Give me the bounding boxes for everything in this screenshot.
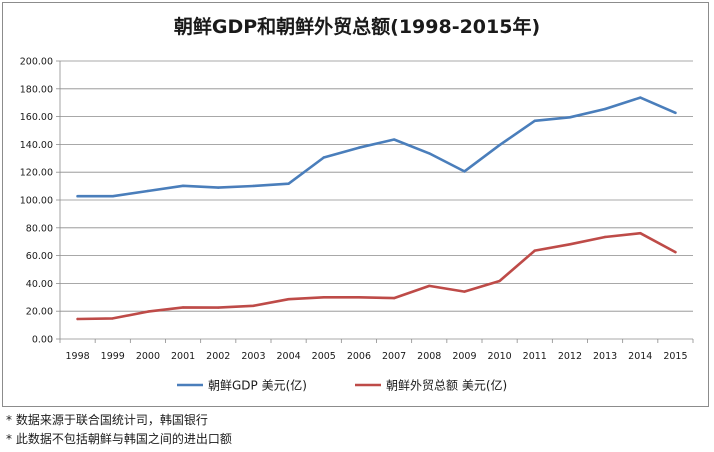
data-point-s0-2000	[146, 189, 150, 193]
footnote-exclusion: * 此数据不包括朝鲜与韩国之间的进出口额	[6, 432, 232, 446]
data-point-s0-2013	[603, 107, 607, 111]
y-tick-label-9: 180.00	[20, 84, 53, 95]
series-line-0	[76, 96, 677, 198]
y-tick-label-8: 160.00	[20, 112, 53, 123]
data-point-s1-2008	[428, 284, 431, 288]
y-tick-label-1: 20.00	[26, 307, 53, 318]
data-point-s1-1999	[111, 317, 114, 320]
x-tick-label-2001: 2001	[171, 351, 195, 362]
chart-title: 朝鲜GDP和朝鲜外贸总额(1998-2015年)	[173, 16, 541, 38]
data-point-s0-2015	[674, 111, 677, 115]
data-point-s1-2012	[568, 243, 572, 246]
x-tick-label-2009: 2009	[452, 351, 476, 362]
data-point-s1-2010	[498, 279, 501, 283]
data-point-s1-2003	[252, 304, 255, 307]
y-axis-ticks: 0.00 20.00 40.00 60.00 80.00 100.00 120.00 140.…	[20, 57, 60, 346]
x-tick-label-2010: 2010	[487, 351, 511, 362]
data-point-s1-2013	[603, 235, 607, 239]
x-tick-label-2003: 2003	[241, 351, 265, 362]
x-tick-label-2002: 2002	[206, 351, 230, 362]
y-tick-label-6: 120.00	[20, 168, 53, 179]
data-point-s1-2000	[146, 310, 150, 313]
data-point-s0-2002	[217, 186, 220, 189]
x-axis-ticks: 1998 1999 2000 2001 2002 2003 2004 2005 2006 2007…	[59, 339, 694, 362]
data-point-s0-1998	[76, 195, 79, 198]
data-point-s1-2006	[357, 296, 361, 299]
series-line-1	[76, 231, 677, 321]
footnotes: * 数据来源于联合国统计司，韩国银行 * 此数据不包括朝鲜与韩国之间的进出口额	[6, 411, 232, 449]
x-tick-label-2015: 2015	[663, 351, 687, 362]
x-tick-label-2013: 2013	[593, 351, 617, 362]
y-tick-label-0: 0.00	[32, 335, 53, 346]
chart-frame	[2, 2, 709, 407]
data-point-s0-2012	[568, 116, 572, 119]
data-point-s1-2007	[392, 296, 396, 300]
series-lines	[76, 96, 677, 321]
data-point-s1-1998	[76, 317, 79, 321]
legend-label-0: 朝鲜GDP 美元(亿)	[208, 378, 307, 393]
x-tick-label-2006: 2006	[347, 351, 371, 362]
data-point-s0-2011	[533, 119, 536, 122]
y-tick-label-2: 40.00	[26, 279, 53, 290]
data-point-s0-2005	[322, 156, 325, 159]
x-tick-label-2008: 2008	[417, 351, 441, 362]
data-point-s0-2006	[357, 146, 361, 149]
data-point-s1-2009	[463, 290, 466, 293]
data-point-s0-2014	[639, 96, 642, 99]
data-point-s0-2004	[287, 182, 290, 185]
x-tick-label-2012: 2012	[558, 351, 582, 362]
footnote-source: * 数据来源于联合国统计司，韩国银行	[6, 413, 208, 427]
data-point-s0-2003	[252, 184, 255, 188]
data-point-s0-2010	[498, 143, 501, 147]
data-point-s1-2015	[674, 250, 677, 254]
data-point-s1-2001	[181, 306, 185, 309]
legend: 朝鲜GDP 美元(亿) 朝鲜外贸总额 美元(亿)	[177, 378, 507, 393]
x-tick-label-2014: 2014	[628, 351, 652, 362]
x-tick-label-2011: 2011	[523, 351, 547, 362]
y-tick-label-3: 60.00	[26, 251, 53, 262]
data-point-s0-2007	[392, 138, 396, 141]
y-tick-label-4: 80.00	[26, 223, 53, 234]
y-tick-label-10: 200.00	[20, 57, 53, 68]
legend-label-1: 朝鲜外贸总额 美元(亿)	[386, 378, 507, 393]
x-tick-label-1998: 1998	[65, 351, 89, 362]
data-point-s1-2011	[533, 249, 536, 252]
y-tick-label-7: 140.00	[20, 140, 53, 151]
x-tick-label-1999: 1999	[101, 351, 125, 362]
x-tick-label-2005: 2005	[312, 351, 336, 362]
data-point-s0-1999	[111, 195, 114, 198]
data-point-s1-2005	[322, 296, 325, 299]
x-tick-label-2004: 2004	[276, 351, 300, 362]
data-point-s0-2001	[181, 184, 185, 188]
data-point-s1-2002	[217, 306, 220, 309]
x-tick-label-2007: 2007	[382, 351, 406, 362]
data-point-s1-2004	[287, 298, 290, 301]
y-tick-label-5: 100.00	[20, 196, 53, 207]
x-tick-label-2000: 2000	[136, 351, 160, 362]
data-point-s0-2008	[428, 152, 431, 155]
data-point-s0-2009	[463, 170, 466, 173]
data-point-s1-2014	[639, 232, 642, 235]
